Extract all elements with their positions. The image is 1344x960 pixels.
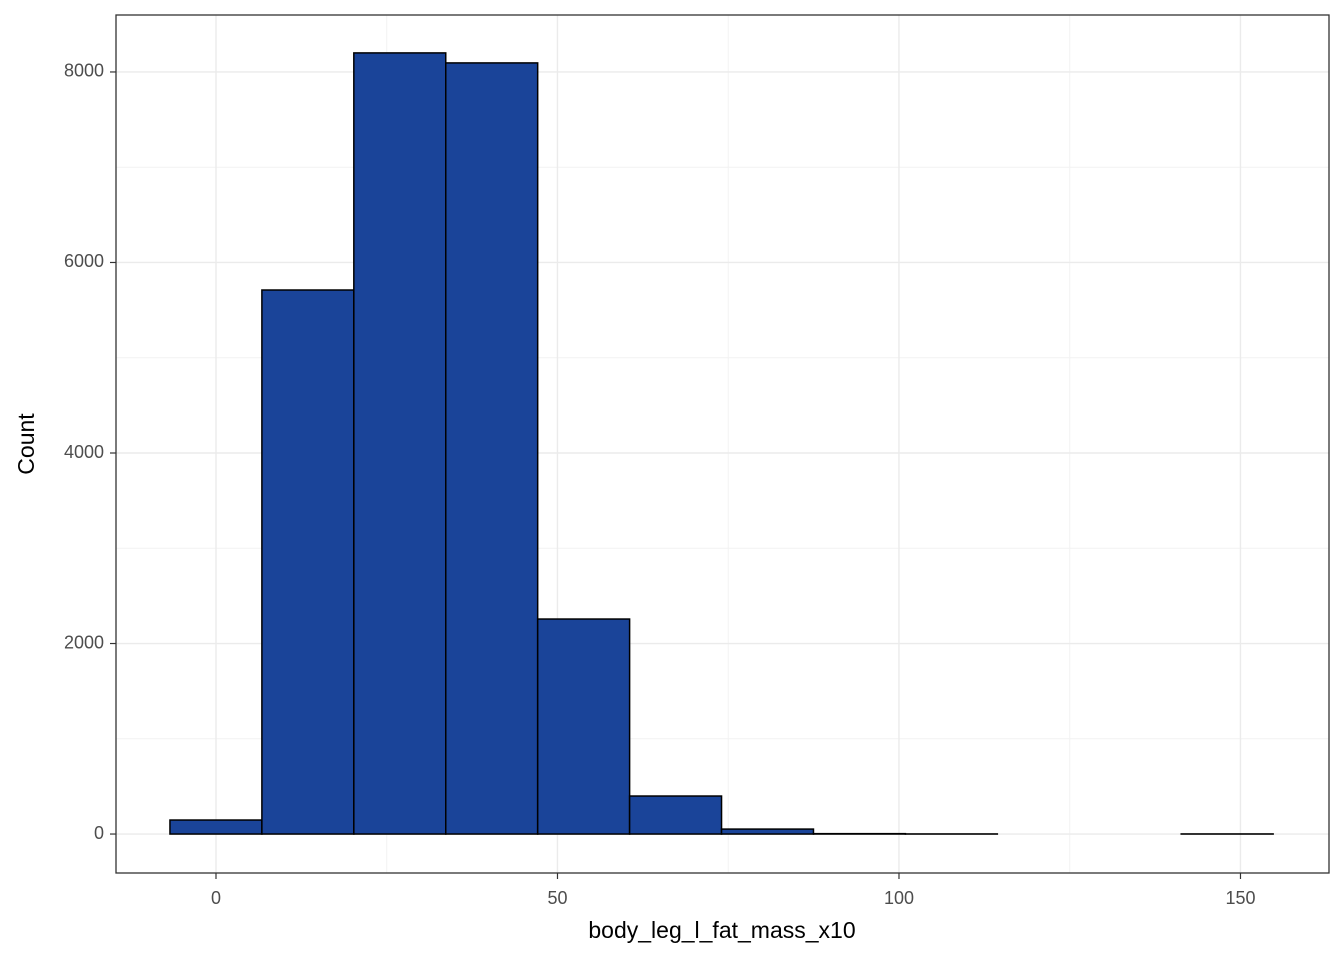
x-tick-label: 100 xyxy=(884,888,914,908)
x-tick-label: 150 xyxy=(1225,888,1255,908)
x-tick-label: 50 xyxy=(547,888,567,908)
y-tick-label: 2000 xyxy=(64,632,104,652)
y-tick-label: 4000 xyxy=(64,442,104,462)
bar xyxy=(445,62,539,835)
bar xyxy=(169,819,263,835)
bar xyxy=(353,52,447,835)
bar xyxy=(261,289,355,835)
x-axis-title: body_leg_l_fat_mass_x10 xyxy=(588,917,855,943)
bar xyxy=(536,618,631,835)
y-tick-label: 8000 xyxy=(64,61,104,81)
y-axis-title: Count xyxy=(13,413,39,475)
y-tick-label: 6000 xyxy=(64,251,104,271)
panel-border xyxy=(115,14,1330,874)
bar xyxy=(628,795,723,835)
bar xyxy=(720,828,815,835)
x-tick-label: 0 xyxy=(211,888,221,908)
y-tick-label: 0 xyxy=(94,823,104,843)
